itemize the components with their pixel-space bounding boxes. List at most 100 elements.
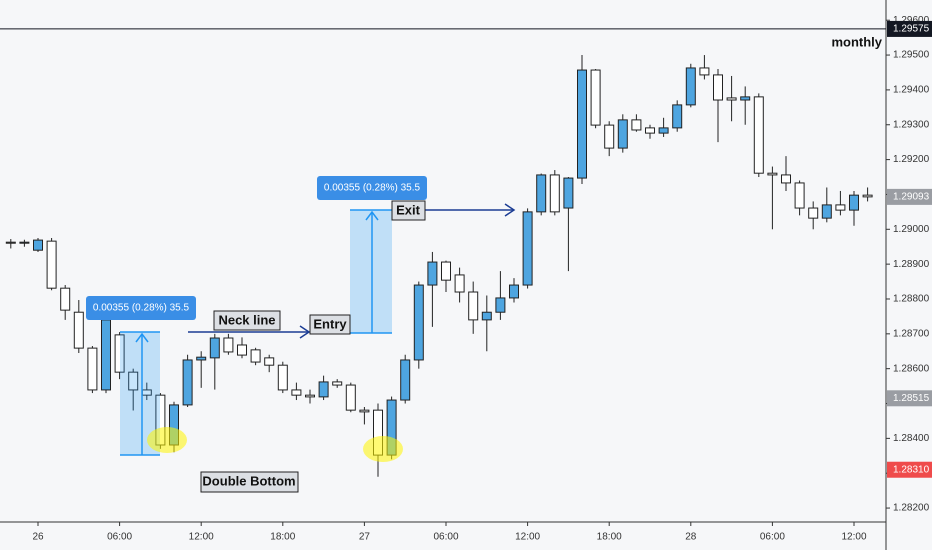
measure-tool: 0.00355 (0.28%) 35.5 — [317, 176, 427, 334]
y-tick-label: 1.29600 — [893, 15, 930, 26]
entry-label: Entry — [313, 316, 347, 331]
candle-body — [767, 172, 778, 176]
candle-body — [536, 174, 547, 213]
y-tick-label: 1.28200 — [893, 503, 930, 514]
label-box — [391, 200, 426, 221]
measure-label: 0.00355 (0.28%) 35.5 — [324, 183, 421, 194]
pattern-label: Double Bottom — [202, 473, 295, 488]
candle-body — [699, 67, 710, 76]
highlight — [363, 436, 403, 462]
candle-body — [590, 69, 601, 126]
candle-body — [413, 284, 424, 361]
x-tick-label: 12:00 — [841, 532, 866, 543]
candle-body — [209, 337, 220, 359]
candle-body — [808, 207, 819, 219]
x-tick-label: 06:00 — [107, 532, 132, 543]
candle-body — [33, 239, 43, 251]
candle-body — [658, 127, 669, 134]
x-tick-label: 06:00 — [433, 532, 458, 543]
candle-body — [509, 284, 519, 299]
price-label-box — [887, 20, 932, 37]
candle-body — [128, 371, 139, 391]
y-tick-label: 1.28800 — [893, 294, 930, 305]
candle-body — [617, 119, 628, 149]
x-tick-label: 12:00 — [189, 532, 214, 543]
measure-area — [350, 210, 392, 333]
candle-body — [577, 69, 587, 179]
y-tick-label: 1.28600 — [893, 363, 930, 374]
x-tick-label: 12:00 — [515, 532, 540, 543]
price-label-box — [887, 188, 932, 205]
candle-body — [740, 96, 751, 101]
label-box — [213, 310, 281, 331]
label-box — [309, 314, 351, 335]
candle-body — [672, 104, 683, 129]
candle-body — [277, 364, 288, 391]
y-tick-label: 1.29500 — [893, 50, 930, 61]
candle-body — [305, 394, 315, 398]
candle-body — [631, 119, 642, 131]
candle-body — [781, 174, 791, 184]
candle-body — [223, 337, 234, 353]
x-tick-label: 18:00 — [270, 532, 295, 543]
candle-body — [5, 241, 16, 244]
candle-body — [87, 347, 98, 391]
highlight — [147, 427, 187, 453]
y-tick-label: 1.28700 — [893, 328, 930, 339]
candle-body — [73, 311, 84, 349]
candle-body — [454, 274, 465, 293]
candle-body — [101, 319, 111, 391]
x-tick-label: 18:00 — [597, 532, 622, 543]
y-tick-label: 1.29400 — [893, 85, 930, 96]
price-label: 1.28515 — [893, 393, 930, 404]
candle-body — [60, 287, 71, 311]
x-tick-label: 26 — [32, 532, 44, 543]
candle-body — [563, 177, 574, 209]
candle-body — [237, 344, 247, 356]
candle-body — [753, 96, 764, 174]
candle-body — [549, 174, 560, 213]
y-tick-label: 1.28900 — [893, 259, 930, 270]
price-label: 1.29575 — [893, 24, 930, 35]
candle-body — [481, 311, 492, 321]
arrowhead — [504, 203, 516, 217]
arrowhead — [299, 325, 311, 339]
candle-body — [46, 240, 57, 289]
measure-label-box — [86, 296, 196, 320]
y-tick-label: 1.29300 — [893, 119, 930, 130]
measure-label-box — [317, 176, 427, 200]
measure-label: 0.00355 (0.28%) 35.5 — [93, 303, 190, 314]
y-tick-label: 1.28400 — [893, 433, 930, 444]
candle-body — [332, 381, 343, 386]
y-tick-label: 1.29200 — [893, 154, 930, 165]
candle-body — [522, 211, 533, 286]
exit-label: Exit — [396, 202, 421, 217]
candle-body — [19, 241, 30, 244]
candle-body — [318, 381, 329, 398]
y-tick-label: 1.29000 — [893, 224, 930, 235]
label-box — [200, 471, 299, 493]
price-label: 1.29093 — [893, 192, 930, 203]
x-tick-label: 28 — [685, 532, 697, 543]
candle-body — [468, 291, 479, 321]
price-label-box — [887, 390, 932, 407]
candle-body — [495, 297, 506, 313]
candle-body — [726, 97, 737, 101]
measure-arrowhead — [365, 210, 379, 221]
x-tick-label: 06:00 — [760, 532, 785, 543]
candle-body — [264, 357, 275, 366]
candle-body — [604, 124, 615, 149]
candle-body — [849, 194, 859, 211]
candle-body — [345, 384, 356, 411]
price-label-box — [887, 461, 932, 478]
candle-body — [862, 194, 873, 198]
candle-body — [250, 349, 261, 363]
candle-body — [400, 359, 411, 401]
timeframe-label: monthly — [831, 34, 882, 49]
candle-body — [359, 409, 370, 413]
candle-body — [196, 356, 207, 361]
price-label: 1.28310 — [893, 464, 930, 475]
candle-body — [821, 204, 832, 219]
